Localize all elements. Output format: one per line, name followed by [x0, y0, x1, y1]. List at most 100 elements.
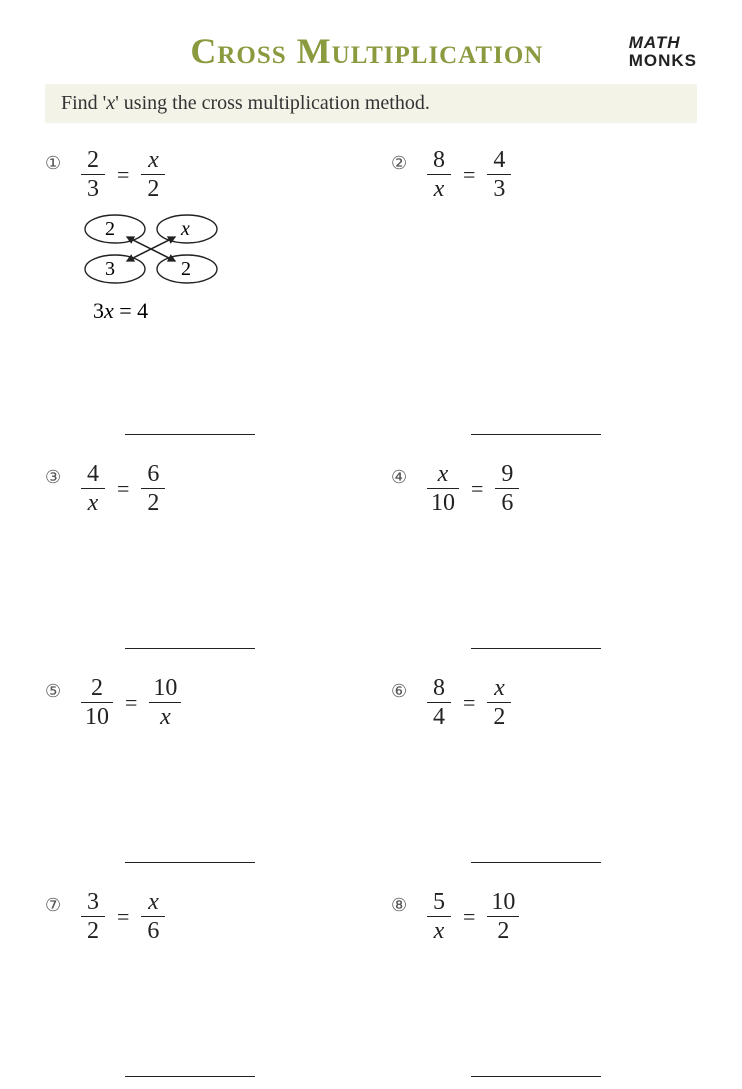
fraction-right: 10 x [149, 675, 181, 731]
numerator: 4 [83, 461, 103, 487]
instruction-prefix: Find ' [61, 92, 106, 114]
fraction-left: 2 3 [81, 147, 105, 203]
worked-equation: 3x = 4 [93, 298, 351, 324]
equation: 5 x = 10 2 [427, 889, 697, 945]
numerator: x [434, 461, 453, 487]
diagram-tl: 2 [105, 218, 115, 240]
fraction-right: 4 3 [487, 147, 511, 203]
equation: x 10 = 9 6 [427, 461, 697, 517]
fraction-left: 3 2 [81, 889, 105, 945]
fraction-right: x 2 [487, 675, 511, 731]
denominator: 2 [143, 176, 163, 202]
fraction-left: 4 x [81, 461, 105, 517]
numerator: 6 [143, 461, 163, 487]
numerator: x [490, 675, 509, 701]
problem-2: ② 8 x = 4 3 [391, 147, 697, 447]
problem-number: ① [45, 153, 61, 174]
fraction-bar [81, 916, 105, 917]
denominator: 10 [427, 490, 459, 516]
answer-line [471, 434, 601, 435]
answer-line [471, 862, 601, 863]
numerator: 8 [429, 147, 449, 173]
fraction-bar [149, 702, 181, 703]
answer-line [125, 648, 255, 649]
equation: 8 x = 4 3 [427, 147, 697, 203]
problem-number: ⑥ [391, 681, 407, 702]
denominator: 2 [493, 918, 513, 944]
fraction-bar [81, 488, 105, 489]
fraction-bar [487, 174, 511, 175]
fraction-left: 5 x [427, 889, 451, 945]
fraction-right: 6 2 [141, 461, 165, 517]
numerator: 10 [149, 675, 181, 701]
equals-sign: = [463, 904, 475, 930]
answer-line [471, 1076, 601, 1077]
fraction-right: x 6 [141, 889, 165, 945]
denominator: 10 [81, 704, 113, 730]
denominator: 2 [143, 490, 163, 516]
problem-number: ④ [391, 467, 407, 488]
logo: MATH MONKS [629, 34, 697, 70]
problem-5: ⑤ 2 10 = 10 x [45, 675, 351, 875]
denominator: x [430, 918, 449, 944]
equals-sign: = [117, 162, 129, 188]
numerator: 9 [497, 461, 517, 487]
problem-number: ③ [45, 467, 61, 488]
numerator: 5 [429, 889, 449, 915]
fraction-right: 9 6 [495, 461, 519, 517]
answer-line [125, 1076, 255, 1077]
problem-8: ⑧ 5 x = 10 2 [391, 889, 697, 1089]
fraction-left: 2 10 [81, 675, 113, 731]
fraction-bar [487, 916, 519, 917]
fraction-left: x 10 [427, 461, 459, 517]
fraction-bar [427, 916, 451, 917]
denominator: x [430, 176, 449, 202]
equation: 4 x = 6 2 [81, 461, 351, 517]
diagram-tr: x [180, 218, 190, 240]
fraction-bar [427, 488, 459, 489]
problem-number: ⑦ [45, 895, 61, 916]
diagram-bl: 3 [105, 258, 115, 280]
instruction-suffix: ' using the cross multiplication method. [115, 92, 430, 114]
denominator: 6 [143, 918, 163, 944]
cross-diagram: 2 x 3 2 [81, 213, 351, 290]
denominator: 3 [489, 176, 509, 202]
page-title: Cross Multiplication [105, 30, 629, 72]
logo-line-2: MONKS [629, 52, 697, 70]
fraction-bar [81, 174, 105, 175]
numerator: 3 [83, 889, 103, 915]
fraction-bar [141, 916, 165, 917]
problem-7: ⑦ 3 2 = x 6 [45, 889, 351, 1089]
equals-sign: = [471, 476, 483, 502]
numerator: 10 [487, 889, 519, 915]
equation: 3 2 = x 6 [81, 889, 351, 945]
logo-line-1: MATH [629, 34, 697, 52]
answer-line [125, 862, 255, 863]
equals-sign: = [463, 690, 475, 716]
equals-sign: = [125, 690, 137, 716]
diagram-br: 2 [181, 258, 191, 280]
problem-number: ⑤ [45, 681, 61, 702]
problem-3: ③ 4 x = 6 2 [45, 461, 351, 661]
equation: 8 4 = x 2 [427, 675, 697, 731]
answer-line [125, 434, 255, 435]
numerator: 2 [87, 675, 107, 701]
equation: 2 3 = x 2 [81, 147, 351, 203]
equation: 2 10 = 10 x [81, 675, 351, 731]
numerator: x [144, 889, 163, 915]
numerator: 4 [489, 147, 509, 173]
problem-6: ⑥ 8 4 = x 2 [391, 675, 697, 875]
fraction-bar [427, 702, 451, 703]
header: Cross Multiplication MATH MONKS [45, 30, 697, 72]
equals-sign: = [117, 476, 129, 502]
numerator: 8 [429, 675, 449, 701]
fraction-bar [81, 702, 113, 703]
denominator: 2 [489, 704, 509, 730]
numerator: x [144, 147, 163, 173]
instruction-variable: x [106, 92, 115, 114]
fraction-bar [141, 488, 165, 489]
fraction-right: x 2 [141, 147, 165, 203]
fraction-left: 8 x [427, 147, 451, 203]
problem-number: ② [391, 153, 407, 174]
denominator: 3 [83, 176, 103, 202]
